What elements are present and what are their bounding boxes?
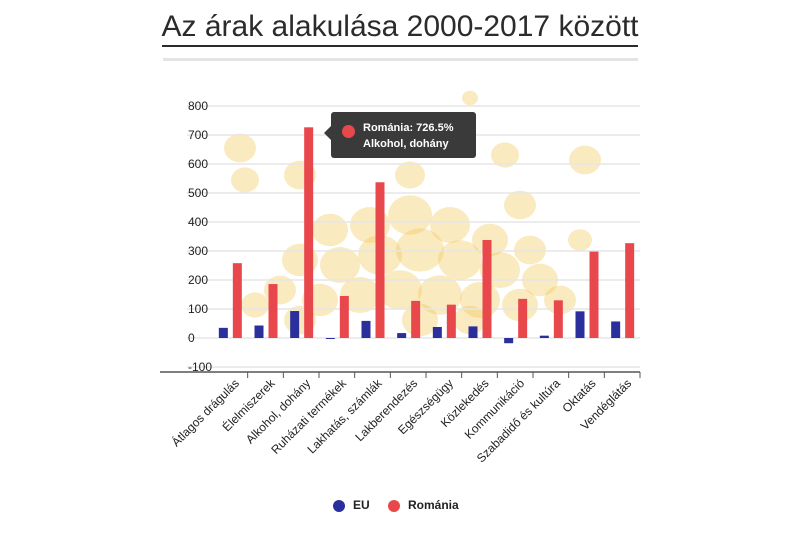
y-tick-label: 500 xyxy=(188,186,208,200)
coin-decoration xyxy=(320,247,360,283)
coin-decoration xyxy=(231,167,259,193)
y-tick-label: 600 xyxy=(188,157,208,171)
y-tick-label: 100 xyxy=(188,302,208,316)
bar-romania xyxy=(589,251,599,338)
bar-eu xyxy=(611,321,621,338)
coin-decoration xyxy=(568,229,592,251)
tooltip-arrow xyxy=(324,126,331,140)
bar-eu xyxy=(432,326,442,338)
y-tick-label: 0 xyxy=(188,331,195,345)
title-divider xyxy=(163,58,638,61)
bar-eu xyxy=(397,333,407,338)
coin-decoration xyxy=(491,142,519,168)
bar-eu xyxy=(361,320,371,338)
bar-eu xyxy=(504,338,514,344)
y-tick-label: 200 xyxy=(188,273,208,287)
tooltip-value: Románia: 726.5% xyxy=(363,122,454,134)
bars xyxy=(218,127,635,344)
chart-title: Az árak alakulása 2000-2017 között xyxy=(0,10,800,47)
coin-decoration xyxy=(396,228,444,272)
bar-romania xyxy=(518,298,528,338)
coin-decoration xyxy=(514,235,546,265)
bar-romania xyxy=(482,239,492,338)
coin-decoration xyxy=(544,285,576,315)
bar-romania xyxy=(304,127,314,338)
legend-label-romania: Románia xyxy=(408,498,459,512)
bar-romania xyxy=(553,300,563,338)
bar-romania xyxy=(411,300,421,338)
tooltip-category: Alkohol, dohány xyxy=(363,138,449,150)
bar-eu xyxy=(539,335,549,338)
coin-decoration xyxy=(462,90,478,106)
bar-eu xyxy=(468,326,478,338)
tooltip-series-dot xyxy=(342,125,355,138)
coin-decoration xyxy=(241,292,269,318)
coin-decoration xyxy=(312,213,348,247)
bar-romania xyxy=(268,284,278,338)
coin-decoration xyxy=(388,195,432,235)
legend-label-eu: EU xyxy=(353,498,370,512)
bar-romania xyxy=(625,243,635,338)
y-tick-label: 400 xyxy=(188,215,208,229)
chart-legend: EU Románia xyxy=(0,498,800,518)
y-tick-label: 700 xyxy=(188,128,208,142)
bar-romania xyxy=(375,182,385,338)
bar-romania xyxy=(339,295,349,338)
coin-decoration xyxy=(438,240,482,280)
y-tick-label: 800 xyxy=(188,99,208,113)
coin-decoration xyxy=(395,161,425,189)
bar-eu xyxy=(254,325,264,338)
bar-romania xyxy=(232,263,242,338)
coin-decoration xyxy=(224,133,256,163)
bar-eu xyxy=(325,338,335,339)
x-tick-label: Lakberendezés xyxy=(352,376,420,444)
legend-swatch-romania xyxy=(388,500,400,512)
bar-eu xyxy=(290,311,300,338)
coin-background-decoration xyxy=(224,90,601,337)
coin-decoration xyxy=(340,277,380,313)
legend-swatch-eu xyxy=(333,500,345,512)
bar-eu xyxy=(575,311,585,338)
chart-tooltip: Románia: 726.5% Alkohol, dohány xyxy=(324,112,476,158)
coin-decoration xyxy=(454,305,486,335)
y-tick-label: -100 xyxy=(188,360,212,374)
coin-decoration xyxy=(504,190,536,220)
bar-eu xyxy=(218,327,228,338)
y-tick-label: 300 xyxy=(188,244,208,258)
bar-romania xyxy=(446,304,456,338)
coin-decoration xyxy=(430,207,470,243)
coin-decoration xyxy=(569,145,601,175)
